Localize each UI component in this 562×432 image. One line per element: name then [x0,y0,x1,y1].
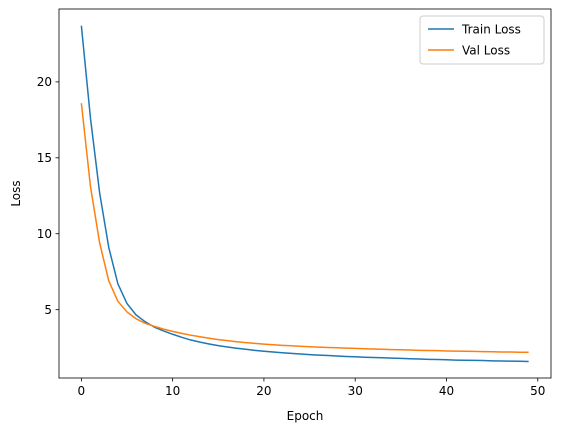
y-tick-label: 5 [44,303,52,317]
x-tick-label: 50 [530,384,545,398]
plot-frame [58,8,552,379]
x-tick-label: 20 [256,384,271,398]
plot-lines [80,25,529,363]
legend-entry-val-loss: Val Loss [462,43,510,57]
y-tick-label: 20 [37,75,52,89]
legend-box [419,15,545,65]
series-line-val-loss [80,103,529,353]
y-axis-label: Loss [9,180,23,206]
legend: Train Loss Val Loss [419,15,545,65]
series-line-train-loss [80,25,529,363]
y-axis-ticks: 5 10 15 20 [37,75,59,317]
y-tick-label: 10 [37,227,52,241]
x-tick-label: 40 [439,384,454,398]
x-axis-label: Epoch [287,409,324,423]
legend-entry-train-loss: Train Loss [461,22,521,36]
x-tick-label: 30 [348,384,363,398]
x-tick-label: 10 [165,384,180,398]
y-tick-label: 15 [37,151,52,165]
x-tick-label: 0 [78,384,86,398]
x-axis-ticks: 0 10 20 30 40 50 [78,378,545,398]
